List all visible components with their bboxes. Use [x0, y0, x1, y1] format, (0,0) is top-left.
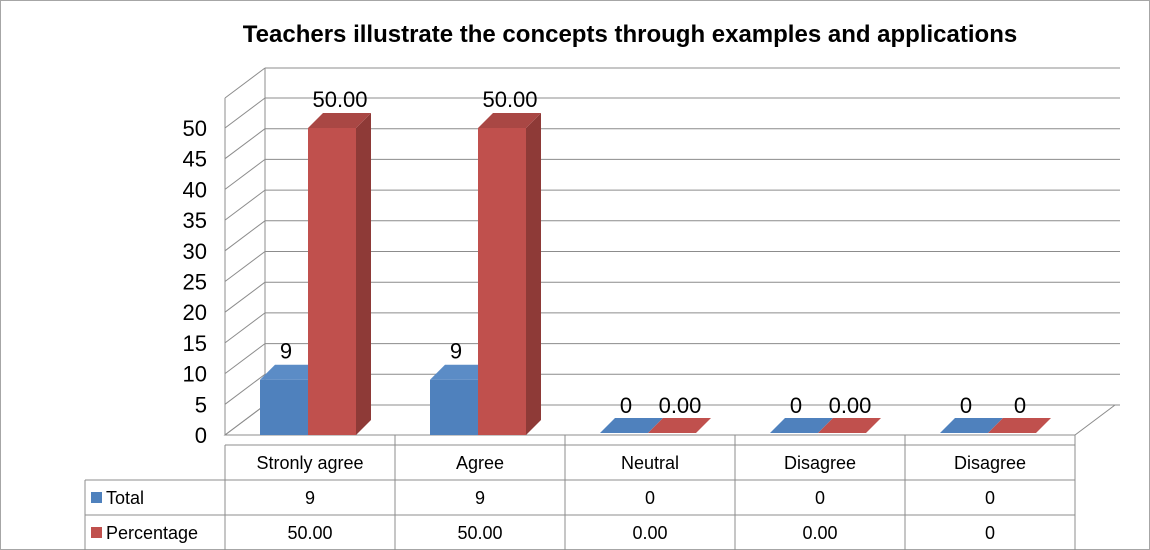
table-cell: 0.00 — [632, 523, 667, 543]
table-header-cell: Agree — [456, 453, 504, 473]
y-tick-label: 50 — [183, 116, 207, 141]
table-cell: 0 — [815, 488, 825, 508]
table-cell: 0 — [985, 488, 995, 508]
bar-percentage — [988, 418, 1051, 433]
bar-percentage-front — [478, 128, 526, 435]
data-label-percentage: 50.00 — [482, 87, 537, 112]
bar-total — [600, 418, 663, 433]
data-label-total: 0 — [620, 393, 632, 418]
table-cell: 50.00 — [457, 523, 502, 543]
gridline-diagonal — [224, 281, 266, 313]
bar-total-front — [430, 379, 478, 435]
y-tick-label: 25 — [183, 270, 207, 295]
legend-key-total — [91, 492, 102, 503]
data-label-percentage: 50.00 — [312, 87, 367, 112]
bar-percentage-side — [526, 113, 541, 435]
table-cell: 0.00 — [802, 523, 837, 543]
table-header-cell: Disagree — [784, 453, 856, 473]
gridlines — [223, 67, 1120, 436]
table-header-cell: Neutral — [621, 453, 679, 473]
bar-total — [940, 418, 1003, 433]
data-label-total: 9 — [280, 339, 292, 364]
bar-percentage-front — [308, 128, 356, 435]
table-header-cell: Disagree — [954, 453, 1026, 473]
data-label-total: 9 — [450, 339, 462, 364]
bar-total-flat — [770, 418, 833, 433]
data-label-percentage: 0.00 — [829, 393, 872, 418]
bar-percentage — [478, 113, 541, 435]
table-series-name: Total — [106, 488, 144, 508]
gridline-diagonal — [224, 251, 266, 282]
gridline-diagonal — [224, 97, 266, 129]
bars — [260, 113, 1051, 435]
table-cell: 50.00 — [287, 523, 332, 543]
legend-key-percentage — [91, 527, 102, 538]
bar-percentage-top — [308, 113, 371, 128]
floor-plane — [223, 404, 1117, 436]
table-header-cell: Stronly agree — [256, 453, 363, 473]
gridline-diagonal — [224, 220, 266, 252]
y-tick-label: 0 — [195, 423, 207, 448]
bar-total-top — [260, 364, 323, 380]
y-tick-label: 10 — [183, 362, 207, 387]
data-label-percentage: 0 — [1014, 393, 1026, 418]
bar-total-flat — [940, 418, 1003, 433]
table-cell: 9 — [475, 488, 485, 508]
data-label-total: 0 — [790, 393, 802, 418]
chart-title: Teachers illustrate the concepts through… — [243, 21, 1017, 48]
y-tick-label: 20 — [183, 300, 207, 325]
table-cell: 0 — [985, 523, 995, 543]
bar-total — [770, 418, 833, 433]
gridline-diagonal — [224, 189, 266, 221]
bar-total-front — [260, 379, 308, 435]
gridline-diagonal — [224, 67, 266, 99]
table-series-name: Percentage — [106, 523, 198, 543]
bar-total-top — [430, 364, 493, 380]
table-cell: 0 — [645, 488, 655, 508]
data-table: Stronly agree Agree Neutral Disagree Disagre… — [84, 435, 1076, 550]
bar-total-flat — [600, 418, 663, 433]
y-tick-label: 45 — [183, 147, 207, 172]
bar-percentage — [648, 418, 711, 433]
data-labels: 9 50.00 9 50.00 0 0.00 0 0.00 0 0 — [280, 87, 1026, 418]
y-tick-label: 5 — [195, 392, 207, 417]
table-cell: 9 — [305, 488, 315, 508]
y-tick-label: 35 — [183, 208, 207, 233]
gridline-diagonal — [224, 128, 266, 160]
bar-percentage-side — [356, 113, 371, 435]
bar-percentage — [308, 113, 371, 435]
bar-percentage-top — [478, 113, 541, 128]
gridline-diagonal — [224, 158, 266, 190]
y-tick-label: 40 — [183, 177, 207, 202]
y-axis: 0 5 10 15 20 25 30 35 40 45 50 — [183, 116, 207, 448]
bar-percentage-flat — [818, 418, 881, 433]
y-tick-label: 15 — [183, 331, 207, 356]
bar-percentage — [818, 418, 881, 433]
gridline-diagonal — [224, 373, 266, 405]
gridline-diagonal — [224, 343, 266, 375]
bar-percentage-flat — [648, 418, 711, 433]
data-label-total: 0 — [960, 393, 972, 418]
bar-percentage-flat — [988, 418, 1051, 433]
data-label-percentage: 0.00 — [659, 393, 702, 418]
gridline-diagonal — [224, 312, 266, 344]
y-tick-label: 30 — [183, 239, 207, 264]
